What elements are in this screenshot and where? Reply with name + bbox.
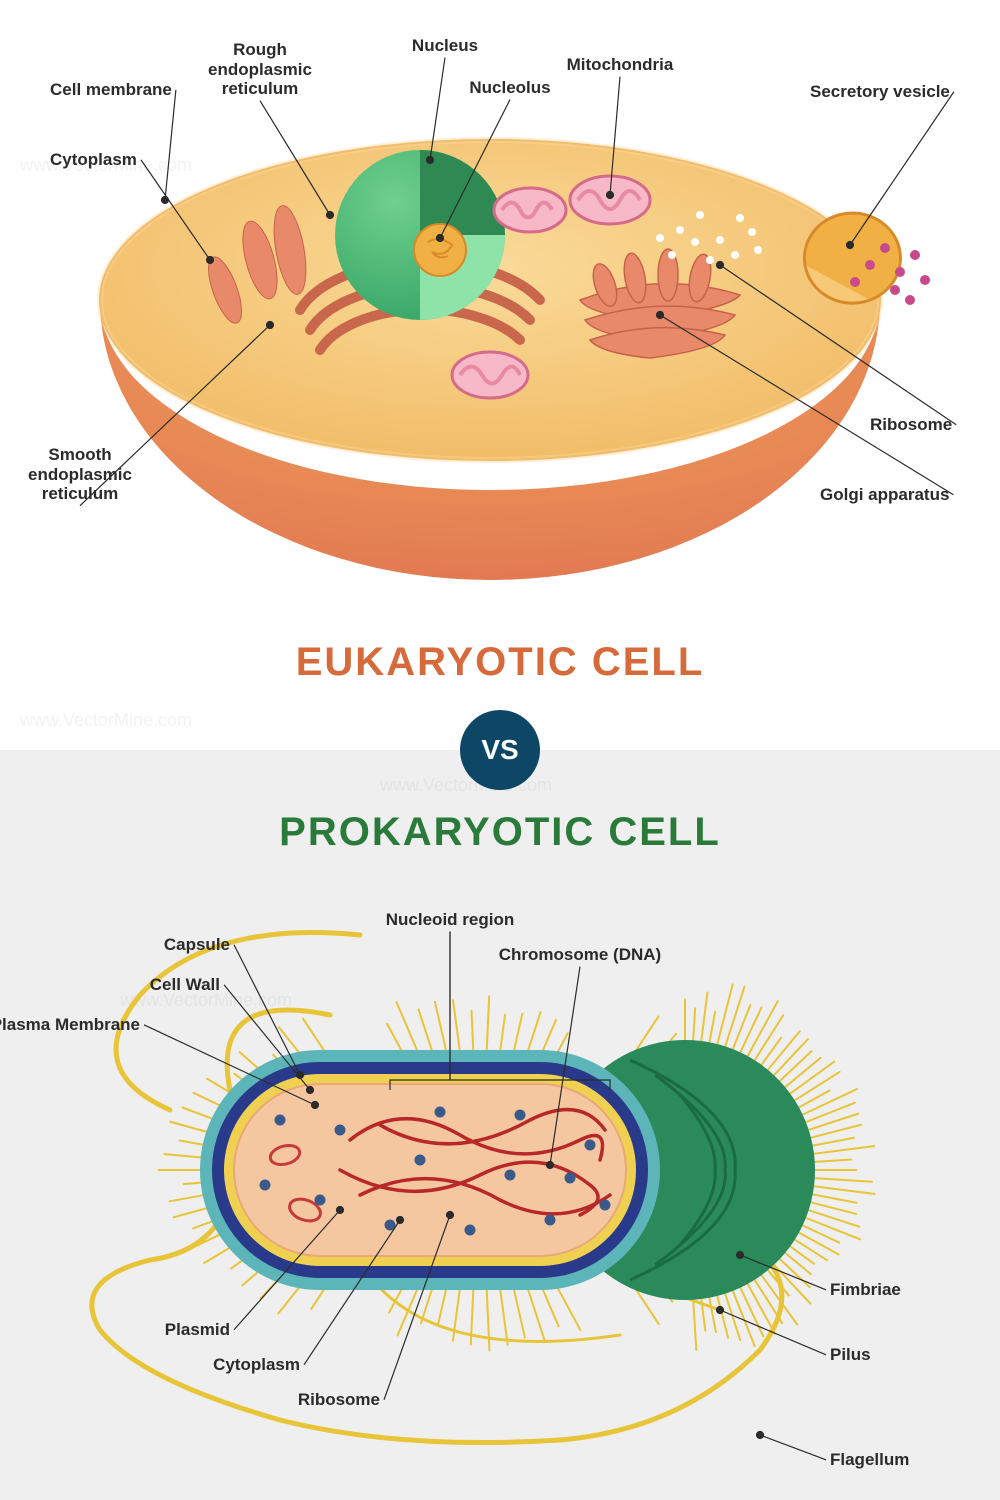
pro-label: Nucleoid region xyxy=(340,910,560,930)
eu-label: Secretory vesicle xyxy=(810,82,950,102)
pro-label: Chromosome (DNA) xyxy=(470,945,690,965)
eu-label: Nucleolus xyxy=(420,78,600,98)
eukaryotic-diagram xyxy=(0,0,1000,750)
pro-label: Capsule xyxy=(30,935,230,955)
prokaryotic-title: PROKARYOTIC CELL xyxy=(0,810,1000,855)
pro-label: Pilus xyxy=(830,1345,871,1365)
vs-badge: VS xyxy=(460,710,540,790)
eu-label: Smooth endoplasmic reticulum xyxy=(0,445,170,504)
eu-label: Cell membrane xyxy=(50,80,172,100)
eu-label: Rough endoplasmic reticulum xyxy=(170,40,350,99)
pro-label: Fimbriae xyxy=(830,1280,901,1300)
eu-label: Cytoplasm xyxy=(50,150,137,170)
eu-label: Ribosome xyxy=(870,415,952,435)
pro-label: Plasma Membrane xyxy=(0,1015,140,1035)
pro-label: Cell Wall xyxy=(20,975,220,995)
pro-label: Ribosome xyxy=(180,1390,380,1410)
eu-label: Mitochondria xyxy=(530,55,710,75)
eu-label: Nucleus xyxy=(355,36,535,56)
pro-label: Plasmid xyxy=(30,1320,230,1340)
pro-label: Cytoplasm xyxy=(100,1355,300,1375)
prokaryotic-diagram xyxy=(0,750,1000,1500)
eukaryotic-title: EUKARYOTIC CELL xyxy=(0,640,1000,685)
pro-label: Flagellum xyxy=(830,1450,909,1470)
eu-label: Golgi apparatus xyxy=(820,485,949,505)
